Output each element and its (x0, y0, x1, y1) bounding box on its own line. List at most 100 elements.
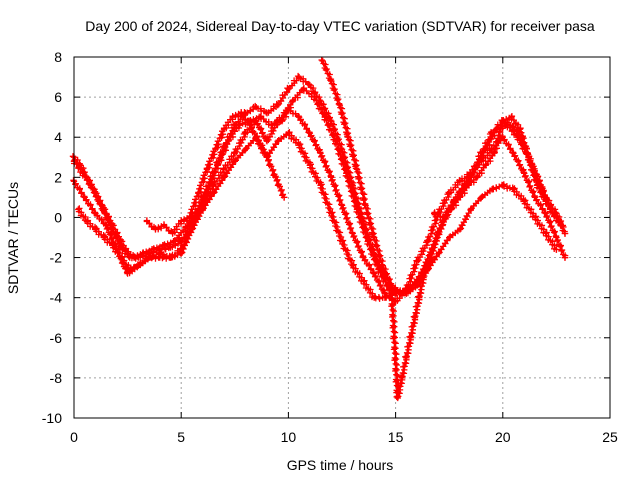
data-point (274, 117, 281, 125)
series-track-5 (143, 109, 288, 237)
data-point (152, 226, 159, 233)
data-point (285, 130, 292, 137)
data-point (499, 117, 506, 125)
data-point (117, 254, 125, 261)
data-point (102, 222, 110, 229)
data-point (231, 158, 238, 165)
data-point (220, 126, 228, 133)
x-tick-label: 15 (388, 429, 404, 445)
data-point (482, 162, 489, 169)
y-tick-labels: -10 -8 -6 -4 -2 0 2 4 6 8 (42, 49, 62, 426)
data-point (105, 214, 112, 221)
data-point (413, 258, 421, 265)
data-point (242, 130, 249, 137)
data-point (79, 170, 86, 177)
data-point (203, 166, 211, 173)
data-point (257, 113, 264, 121)
data-point (178, 218, 185, 225)
data-point (499, 134, 506, 141)
data-point (143, 218, 151, 225)
data-point (126, 266, 133, 273)
data-point (508, 113, 515, 121)
data-point (503, 121, 511, 129)
data-point (430, 210, 438, 217)
data-point (525, 154, 532, 161)
data-point (242, 146, 249, 153)
data-point (353, 166, 361, 173)
data-point (353, 206, 361, 213)
data-point (96, 198, 103, 205)
data-point (349, 262, 356, 269)
data-point (280, 194, 288, 201)
data-point (349, 230, 356, 237)
x-tick-label: 0 (70, 429, 78, 445)
data-point (553, 234, 560, 241)
data-point (263, 154, 271, 161)
data-point (478, 158, 485, 165)
data-point (150, 246, 157, 253)
x-tick-label: 10 (281, 429, 297, 445)
data-point (521, 198, 528, 205)
data-point (488, 186, 496, 193)
data-point (83, 218, 91, 225)
data-point (407, 334, 414, 341)
data-point (317, 150, 324, 157)
data-point (415, 294, 423, 301)
series-track-3 (70, 104, 569, 305)
data-point (413, 278, 421, 285)
data-point (235, 121, 243, 129)
series-layer (69, 56, 569, 402)
data-point (482, 146, 489, 153)
series-track-4 (75, 129, 560, 302)
data-point (516, 126, 524, 133)
data-point (338, 202, 346, 209)
data-point (263, 109, 271, 117)
data-point (214, 162, 221, 169)
data-point (328, 174, 335, 181)
data-point (360, 254, 367, 261)
data-point (319, 57, 326, 65)
data-point (439, 214, 446, 221)
data-point (446, 190, 453, 197)
data-point (533, 182, 541, 189)
data-point (403, 286, 410, 293)
data-point (446, 234, 453, 241)
data-point (274, 101, 281, 109)
data-point (473, 174, 481, 181)
y-tick-label: 8 (54, 49, 62, 65)
data-point (210, 182, 217, 189)
data-point (561, 254, 569, 261)
data-point (253, 103, 260, 111)
data-point (553, 246, 560, 253)
data-point (255, 138, 262, 145)
data-point (394, 394, 401, 402)
data-point (424, 238, 431, 245)
data-point (551, 210, 558, 217)
data-point (225, 138, 232, 145)
data-point (343, 170, 350, 177)
data-point (542, 210, 549, 217)
data-point (220, 166, 228, 173)
data-point (542, 230, 549, 237)
data-point (467, 170, 474, 177)
data-point (156, 250, 163, 257)
data-point (370, 294, 378, 301)
data-point (370, 234, 378, 241)
chart-title: Day 200 of 2024, Sidereal Day-to-day VTE… (85, 18, 595, 34)
y-tick-label: 4 (54, 129, 62, 145)
data-point (364, 238, 371, 245)
data-point (199, 206, 206, 213)
data-point (456, 178, 464, 185)
y-tick-label: -6 (50, 330, 63, 346)
y-tick-label: 2 (54, 169, 62, 185)
data-point (109, 242, 116, 249)
data-point (345, 134, 352, 141)
data-point (92, 226, 99, 233)
y-tick-label: 0 (54, 209, 62, 225)
data-point (411, 314, 419, 321)
data-point (195, 190, 202, 197)
series-track-7 (430, 113, 567, 229)
data-point (81, 194, 88, 201)
data-point (499, 182, 506, 189)
